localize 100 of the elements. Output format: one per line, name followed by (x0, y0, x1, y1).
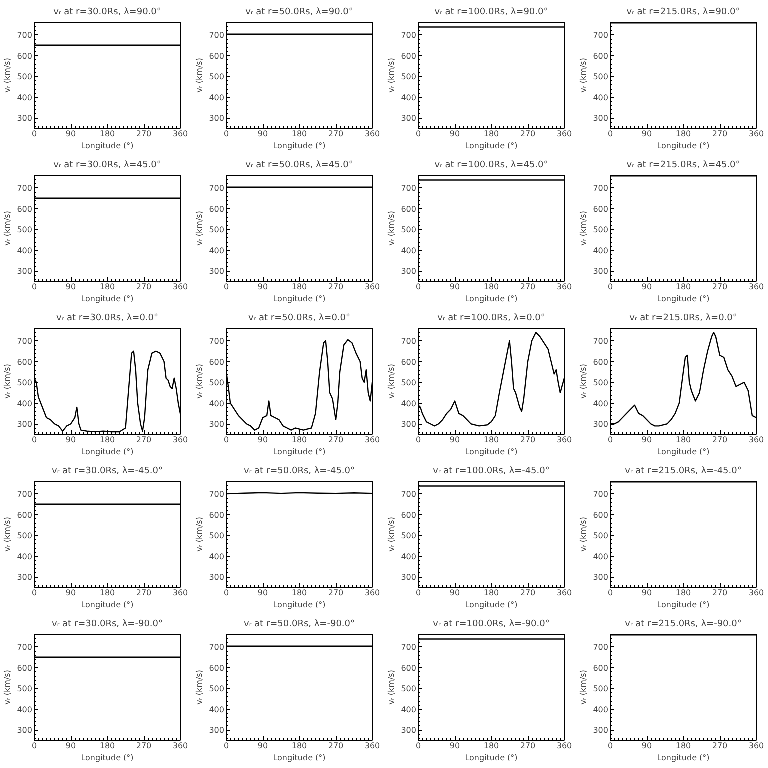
x-axis-title: Longitude (°) (657, 448, 710, 456)
y-tick-label: 600 (401, 204, 417, 214)
y-tick-label: 700 (593, 336, 609, 346)
x-tick-label: 360 (748, 130, 764, 138)
y-tick-label: 400 (401, 705, 417, 714)
x-axis-title: Longitude (°) (465, 754, 518, 762)
x-tick-label: 90 (450, 436, 460, 444)
y-tick-label: 300 (209, 726, 225, 736)
y-axis-title: vᵣ (km/s) (579, 211, 588, 246)
x-tick-label: 0 (224, 130, 230, 138)
x-tick-label: 270 (520, 742, 536, 750)
x-tick-label: 0 (32, 588, 38, 598)
y-tick-label: 600 (17, 664, 33, 673)
y-tick-label: 500 (209, 72, 225, 82)
x-tick-label: 180 (676, 588, 692, 598)
y-tick-label: 500 (401, 72, 417, 82)
x-tick-label: 270 (136, 130, 152, 138)
x-tick-label: 90 (66, 436, 76, 444)
x-tick-label: 90 (258, 436, 268, 444)
x-tick-label: 180 (676, 130, 692, 138)
y-tick-label: 400 (17, 93, 33, 102)
chart-title: vᵣ at r=100.0Rs, λ=45.0° (434, 160, 548, 170)
chart-title: vᵣ at r=30.0Rs, λ=-90.0° (52, 620, 164, 630)
y-tick-label: 600 (17, 510, 33, 520)
y-tick-label: 400 (209, 552, 225, 562)
x-axis-title: Longitude (°) (81, 600, 134, 610)
y-tick-label: 300 (17, 114, 33, 124)
x-tick-label: 90 (66, 742, 76, 750)
y-tick-label: 300 (401, 267, 417, 276)
x-tick-label: 270 (328, 742, 344, 750)
y-tick-label: 700 (401, 30, 417, 40)
x-tick-label: 90 (642, 588, 652, 598)
x-tick-label: 180 (484, 742, 500, 750)
y-tick-label: 600 (17, 358, 33, 367)
x-tick-label: 90 (66, 130, 76, 138)
x-tick-label: 360 (364, 436, 380, 444)
y-tick-label: 700 (17, 30, 33, 40)
x-tick-label: 360 (172, 282, 188, 292)
x-tick-label: 90 (642, 282, 652, 292)
x-tick-label: 180 (100, 130, 116, 138)
x-tick-label: 0 (416, 742, 422, 750)
x-tick-label: 270 (328, 130, 344, 138)
y-tick-label: 300 (401, 573, 417, 582)
x-tick-label: 0 (416, 436, 422, 444)
y-tick-label: 600 (209, 510, 225, 520)
x-tick-label: 90 (66, 282, 76, 292)
x-tick-label: 90 (258, 588, 268, 598)
x-tick-label: 360 (364, 282, 380, 292)
y-tick-label: 400 (593, 399, 609, 408)
x-tick-label: 0 (608, 436, 614, 444)
y-axis-title: vᵣ (km/s) (195, 364, 204, 399)
x-tick-label: 90 (450, 282, 460, 292)
x-tick-label: 360 (748, 436, 764, 444)
x-tick-label: 360 (556, 742, 572, 750)
x-tick-label: 270 (712, 436, 728, 444)
x-tick-label: 180 (676, 282, 692, 292)
x-tick-label: 0 (224, 282, 230, 292)
x-tick-label: 90 (450, 130, 460, 138)
x-tick-label: 90 (258, 742, 268, 750)
x-tick-label: 180 (100, 742, 116, 750)
x-tick-label: 270 (712, 742, 728, 750)
chart-title: vᵣ at r=30.0Rs, λ=45.0° (54, 160, 162, 170)
x-tick-label: 0 (608, 282, 614, 292)
x-axis-title: Longitude (°) (273, 448, 326, 456)
x-tick-label: 270 (520, 588, 536, 598)
x-tick-label: 360 (364, 130, 380, 138)
x-tick-label: 90 (450, 588, 460, 598)
y-tick-label: 700 (209, 30, 225, 40)
y-tick-label: 600 (209, 52, 225, 61)
y-tick-label: 600 (401, 664, 417, 673)
y-tick-label: 700 (401, 184, 417, 193)
x-tick-label: 360 (556, 282, 572, 292)
y-tick-label: 500 (209, 684, 225, 694)
y-tick-label: 600 (209, 358, 225, 367)
y-tick-label: 500 (209, 378, 225, 388)
y-axis-title: vᵣ (km/s) (387, 517, 396, 552)
x-tick-label: 180 (292, 588, 308, 598)
y-tick-label: 700 (593, 30, 609, 40)
chart-title: vᵣ at r=50.0Rs, λ=0.0° (248, 314, 351, 324)
x-tick-label: 180 (100, 436, 116, 444)
x-tick-label: 0 (416, 588, 422, 598)
y-tick-label: 400 (401, 399, 417, 408)
x-tick-label: 90 (642, 436, 652, 444)
x-tick-label: 0 (608, 588, 614, 598)
x-tick-label: 180 (484, 282, 500, 292)
y-tick-label: 400 (17, 246, 33, 256)
y-tick-label: 300 (593, 726, 609, 736)
x-tick-label: 270 (328, 588, 344, 598)
y-axis-title: vᵣ (km/s) (579, 517, 588, 552)
x-tick-label: 90 (258, 130, 268, 138)
x-tick-label: 270 (328, 436, 344, 444)
y-axis-title: vᵣ (km/s) (579, 670, 588, 705)
y-axis-title: vᵣ (km/s) (3, 364, 12, 399)
y-tick-label: 600 (17, 204, 33, 214)
y-tick-label: 500 (17, 684, 33, 694)
x-axis-title: Longitude (°) (465, 600, 518, 610)
x-tick-label: 180 (292, 130, 308, 138)
y-axis-title: vᵣ (km/s) (579, 58, 588, 93)
y-axis-title: vᵣ (km/s) (387, 364, 396, 399)
y-tick-label: 500 (209, 532, 225, 541)
